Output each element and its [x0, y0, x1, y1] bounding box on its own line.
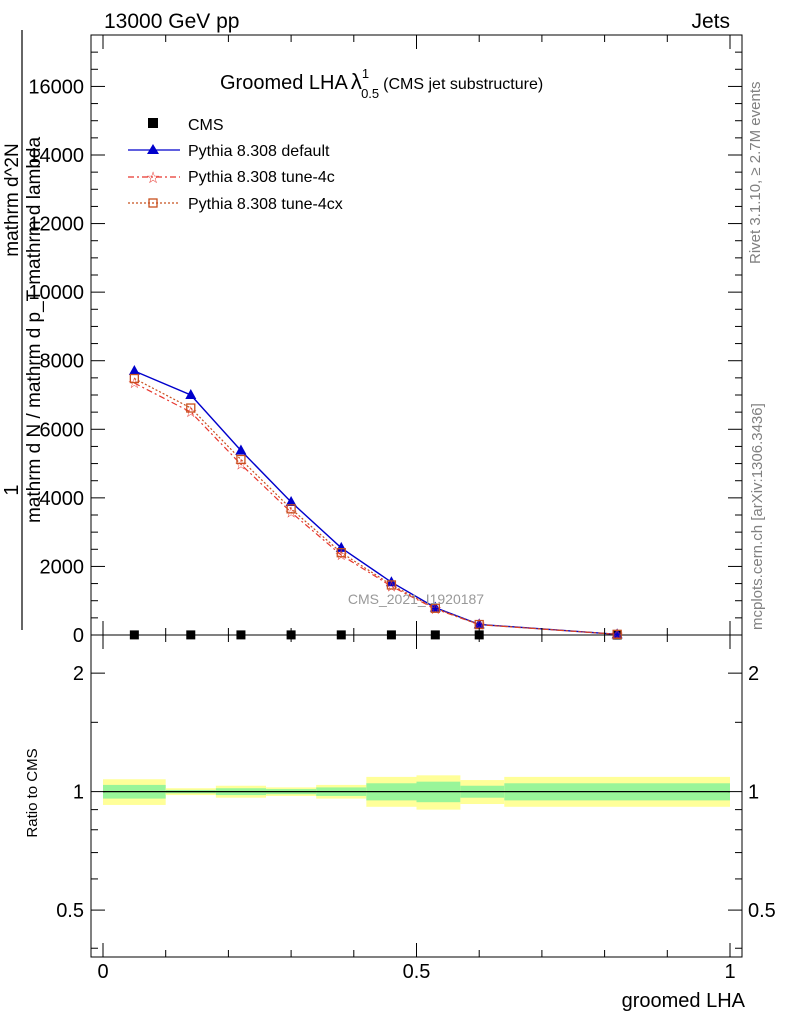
ratio-ytick-label-right: 0.5 [748, 900, 776, 922]
main-ytick-label: 4000 [40, 488, 85, 510]
default-point [235, 444, 247, 455]
tune4cx-point [430, 603, 440, 613]
default-point [128, 365, 140, 375]
chart-title: Groomed LHA λ1 0.5 (CMS jet substructure) [220, 66, 543, 101]
default-point [473, 618, 485, 629]
chart-title-lambda: λ [351, 69, 362, 94]
default-point [611, 628, 623, 639]
legend-marker-tune4cx [148, 198, 158, 208]
ratio-uncertainty-bands [103, 775, 730, 810]
main-ylabel: 1 mathrm d^2N mathrm d N / mathrm d p_T … [1, 30, 45, 630]
cms-point [386, 630, 396, 640]
mcplots-text: mcplots.cern.ch [arXiv:1306.3436] [749, 403, 766, 630]
cms-point [336, 630, 346, 640]
main-ytick-label: 8000 [40, 351, 85, 373]
default-point [185, 389, 197, 399]
xtick-label: 0.5 [403, 961, 431, 983]
tune4cx-point [186, 403, 196, 413]
main-ytick-label: 2000 [40, 556, 85, 578]
ratio-ylabel: Ratio to CMS [24, 748, 41, 837]
chart-title-main: Groomed LHA [220, 72, 348, 94]
header-left: 13000 GeV pp [104, 10, 239, 33]
tune4c-point: ☆ [234, 456, 247, 473]
axis-ticks [91, 34, 742, 957]
chart-title-sup: 1 [362, 66, 369, 81]
cms-point [186, 630, 196, 640]
cms-point [430, 630, 440, 640]
legend-label-tune4cx: Pythia 8.308 tune-4cx [188, 196, 343, 213]
ratio-ytick-label: 1 [73, 782, 84, 804]
legend-label-default: Pythia 8.308 default [188, 143, 330, 160]
ylabel-numerator: mathrm d^2N [2, 143, 23, 256]
xtick-label: 1 [724, 961, 735, 983]
xlabel: groomed LHA [622, 990, 746, 1012]
legend: CMS Pythia 8.308 default ☆ Pythia 8.308 … [128, 117, 343, 213]
legend-marker-cms [148, 118, 158, 128]
main-ytick-label: 12000 [28, 214, 84, 236]
ratio-ytick-label: 2 [73, 663, 84, 685]
legend-label-cms: CMS [188, 117, 224, 134]
ylabel-denominator: mathrm d N / mathrm d p_T mathrm d lambd… [24, 137, 45, 524]
cms-point [129, 630, 139, 640]
main-ytick-label: 6000 [40, 419, 85, 441]
cms-point [236, 630, 246, 640]
tune4c-point: ☆ [128, 375, 141, 392]
series-line-3 [134, 377, 618, 635]
ratio-ytick-label: 0.5 [56, 900, 84, 922]
legend-marker-tune4c: ☆ [146, 170, 160, 187]
legend-label-tune4c: Pythia 8.308 tune-4c [188, 169, 335, 186]
tune4cx-point [612, 629, 622, 639]
ratio-ytick-label-right: 2 [748, 663, 759, 685]
tune4cx-point [286, 504, 296, 514]
header-right: Jets [691, 10, 730, 33]
tune4cx-point [336, 548, 346, 558]
watermark: CMS_2021_I1920187 [348, 591, 484, 607]
legend-marker-default [147, 144, 159, 154]
chart-title-sub: 0.5 [361, 86, 379, 101]
default-point [429, 601, 441, 612]
main-ytick-label: 10000 [28, 282, 84, 304]
tune4cx-point [236, 454, 246, 465]
main-ytick-label: 0 [73, 625, 84, 647]
rivet-version-text: Rivet 3.1.10, ≥ 2.7M events [747, 82, 764, 265]
tune4c-point: ☆ [610, 626, 623, 643]
tune4cx-point [129, 373, 140, 384]
axis-tick-labels: 0 2000 4000 6000 8000 10000 12000 14000 16000 0 0.… [28, 76, 775, 983]
xtick-label: 0 [97, 961, 108, 983]
tune4cx-point [386, 580, 397, 590]
ratio-ytick-label-right: 1 [748, 782, 759, 804]
ylabel-one: 1 [1, 484, 23, 495]
tune4c-point: ☆ [335, 547, 348, 564]
main-ytick-label: 14000 [28, 145, 84, 167]
default-point [285, 495, 297, 506]
chart-title-suffix: (CMS jet substructure) [383, 76, 543, 93]
main-ytick-label: 16000 [28, 76, 84, 98]
default-point [335, 541, 347, 552]
